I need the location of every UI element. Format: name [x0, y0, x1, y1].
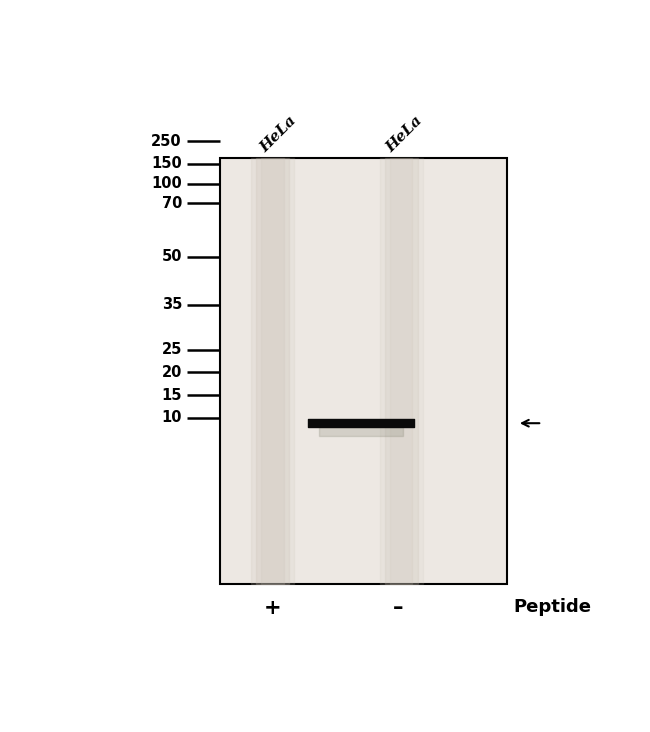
Text: HeLa: HeLa — [384, 114, 425, 155]
Bar — [220, 158, 507, 584]
Text: Peptide: Peptide — [514, 598, 592, 616]
Text: 10: 10 — [161, 410, 182, 425]
Text: +: + — [264, 598, 281, 618]
Text: 15: 15 — [161, 387, 182, 403]
Text: 50: 50 — [161, 250, 182, 264]
Text: 100: 100 — [151, 176, 182, 191]
Text: 25: 25 — [162, 343, 182, 357]
Text: 20: 20 — [162, 365, 182, 380]
Text: 150: 150 — [151, 157, 182, 171]
Text: 35: 35 — [162, 297, 182, 313]
Text: HeLa: HeLa — [258, 114, 299, 155]
Text: 70: 70 — [162, 196, 182, 211]
Text: –: – — [393, 598, 404, 618]
Text: 250: 250 — [151, 134, 182, 149]
